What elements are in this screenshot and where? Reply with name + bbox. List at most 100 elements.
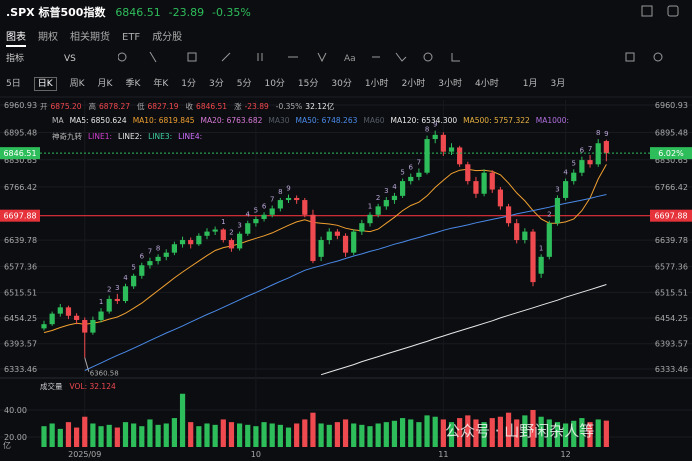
candle-body	[65, 307, 72, 316]
candle-body	[147, 261, 153, 266]
period-tab[interactable]: 年K	[153, 79, 169, 89]
period-tab[interactable]: 周K	[69, 79, 85, 89]
symbol-code: .SPX	[6, 6, 35, 19]
candle-body	[571, 172, 577, 182]
alert-label-box	[650, 209, 692, 222]
candle-body	[237, 233, 243, 249]
candle-body	[383, 200, 389, 207]
period-tab[interactable]: 季K	[125, 79, 141, 89]
volume-bar	[196, 426, 202, 447]
period-tab[interactable]: 2小时	[401, 79, 426, 89]
symbol: .SPX 标普500指数 6846.51 -23.89 -0.35%	[6, 4, 251, 20]
candle-body	[155, 256, 161, 262]
y-tick-label: 6515.51	[655, 288, 688, 297]
candle-body	[457, 147, 463, 165]
candle-body	[310, 214, 316, 262]
tab[interactable]: ETF	[122, 32, 141, 43]
y-tick-label: 6454.25	[655, 314, 688, 323]
nine-turn-count: 7	[588, 145, 592, 153]
period-tab[interactable]: 1分	[181, 79, 196, 89]
period-tab[interactable]: 5分	[236, 79, 252, 89]
nine-turn-count: 7	[270, 196, 274, 204]
candle-body	[400, 181, 406, 196]
y-tick-label: 6577.36	[655, 262, 688, 271]
candle-body	[49, 313, 55, 325]
info-value: 32.12亿	[305, 102, 335, 111]
period-tab[interactable]: 1月	[522, 79, 538, 89]
tab[interactable]: 期权	[38, 32, 58, 43]
nine-turn-count: 5	[400, 169, 404, 177]
nine-turn-count: 9	[286, 185, 290, 193]
volume-bar	[106, 424, 112, 447]
nine-legend-item: LINE4:	[178, 132, 203, 141]
period-tab[interactable]: 3分	[209, 79, 224, 89]
volume-bar	[457, 418, 463, 447]
period-tab[interactable]: 1小时	[364, 79, 389, 89]
volume-bar	[261, 422, 267, 447]
toolbar-button[interactable]: 指标	[6, 54, 25, 64]
volume-bar	[530, 409, 536, 447]
candle-body	[424, 139, 430, 173]
nine-turn-count: 1	[539, 244, 543, 252]
candle-body	[342, 235, 349, 253]
period-tab[interactable]: 月K	[97, 79, 113, 89]
period-tab[interactable]: 10分	[264, 79, 285, 89]
y-tick-label: 6766.42	[655, 183, 688, 192]
volume-bar	[220, 419, 226, 447]
low-annotation: 6360.58	[90, 370, 119, 378]
volume-bar	[82, 416, 88, 447]
candle-body	[505, 206, 512, 224]
x-tick-label: 10	[251, 450, 261, 459]
volume-bar	[546, 419, 552, 447]
icon[interactable]	[667, 5, 679, 17]
nine-turn-count: 4	[392, 183, 397, 191]
period-tab[interactable]: 5日	[6, 79, 21, 89]
candle-body	[302, 200, 308, 215]
tab[interactable]: 相关期货	[70, 32, 110, 43]
period-tab[interactable]: 3月	[550, 79, 566, 89]
nine-turn-count: 3	[384, 187, 388, 195]
volume-bar	[122, 422, 129, 447]
change-pct: -0.35%	[211, 6, 251, 19]
x-tick-label: 12	[561, 450, 571, 459]
icon[interactable]	[641, 5, 653, 17]
volume-legend: 成交量 VOL: 32.124	[40, 381, 123, 392]
tab[interactable]: 图表	[6, 32, 26, 47]
nine-turn-count: 3	[555, 185, 559, 193]
x-tick-label: 2025/09	[68, 450, 101, 459]
toolbar-button[interactable]: VS	[64, 54, 76, 64]
nine-turn-count: 8	[425, 126, 429, 134]
volume-bar	[342, 419, 349, 447]
candle-body	[326, 231, 332, 241]
period-tab[interactable]: 3小时	[438, 79, 463, 89]
volume-bar	[49, 423, 55, 447]
candle-body	[171, 244, 177, 253]
symbol-name: 标普500指数	[38, 6, 106, 19]
volume-bar	[587, 422, 593, 447]
info-label: 低	[137, 102, 145, 111]
period-tab[interactable]: 30分	[331, 79, 352, 89]
candle-body	[391, 195, 398, 201]
period-tab[interactable]: 日K	[33, 77, 57, 91]
volume-tick-label: 20.00	[4, 433, 27, 442]
volume-bar	[326, 424, 332, 447]
volume-bar	[179, 393, 186, 447]
candle-body	[563, 181, 569, 198]
ma-legend-item: MA20: 6763.682	[200, 116, 263, 125]
header-icons[interactable]	[640, 4, 688, 18]
period-tab[interactable]: 4小时	[475, 79, 499, 89]
tab[interactable]: 成分股	[152, 32, 183, 43]
ma-legend-item: MA500: 5757.322	[463, 116, 530, 125]
info-value: -23.89	[244, 102, 269, 111]
change-box	[650, 147, 692, 160]
nine-turn-count: 6	[580, 147, 585, 155]
volume-bar	[277, 424, 283, 447]
y-tick-label: 6895.48	[4, 129, 37, 138]
drawing-tools[interactable]: Aa	[118, 51, 663, 64]
period-tab[interactable]: 15分	[297, 79, 319, 89]
volume-bar	[416, 422, 422, 447]
candle-body	[131, 275, 137, 287]
candle-body	[196, 235, 202, 245]
volume-bar	[131, 423, 137, 447]
y-tick-label: 6333.46	[4, 365, 37, 374]
